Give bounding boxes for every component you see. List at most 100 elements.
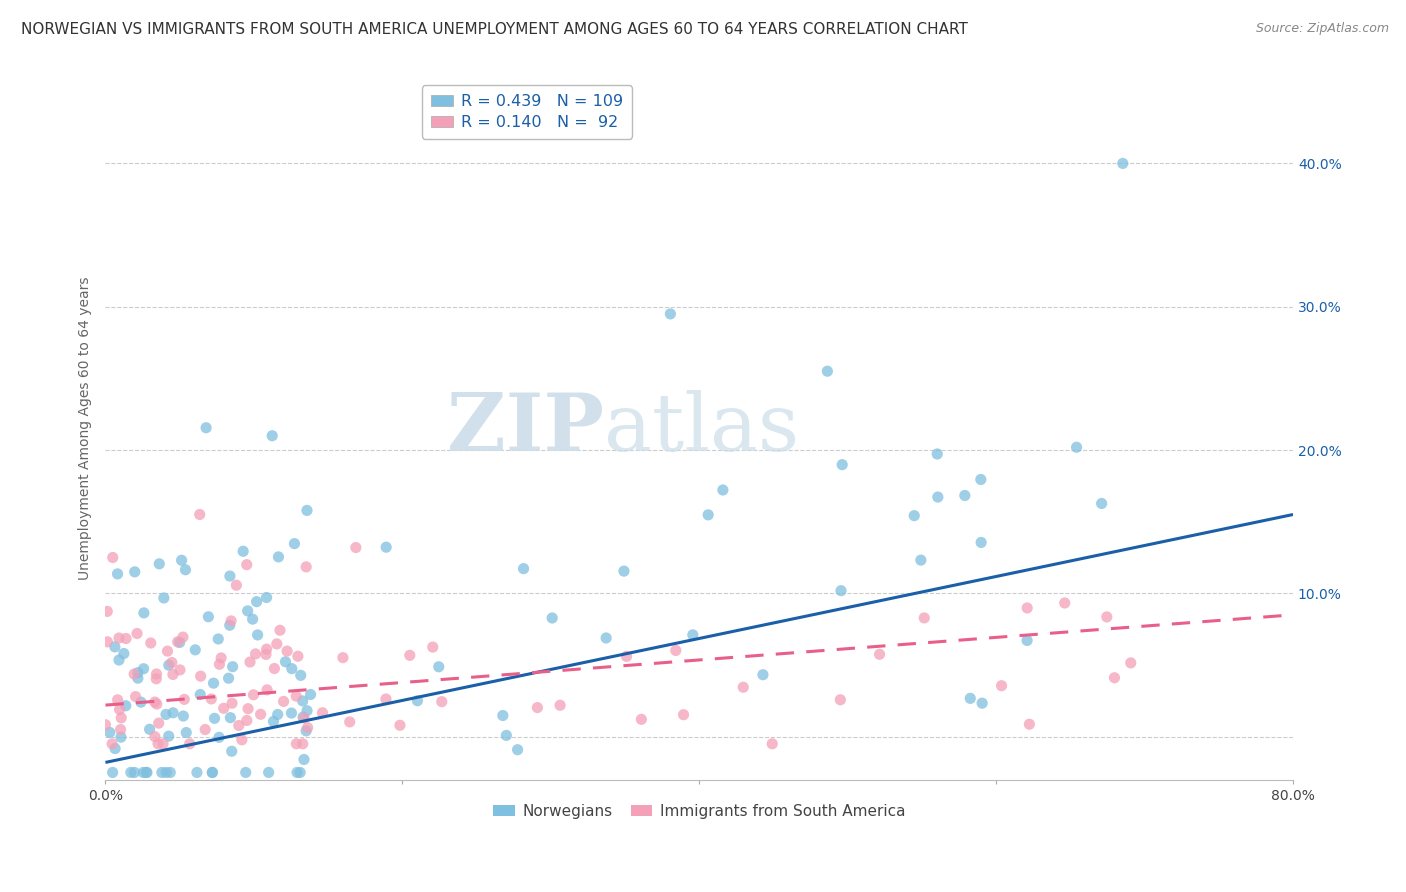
Point [254, 648, 277, 662]
Point [269, 624, 291, 638]
Point [107, 566, 129, 581]
Legend: Norwegians, Immigrants from South America: Norwegians, Immigrants from South Americ… [486, 797, 911, 824]
Point [903, 508, 925, 523]
Point [249, 707, 271, 722]
Point [910, 553, 932, 567]
Point [122, 667, 145, 681]
Point [280, 706, 302, 720]
Point [146, 697, 169, 711]
Point [107, 693, 129, 707]
Point [136, 765, 159, 780]
Point [195, 421, 218, 435]
Point [200, 692, 222, 706]
Point [246, 628, 269, 642]
Point [104, 640, 127, 654]
Point [506, 742, 529, 756]
Point [831, 458, 853, 472]
Point [145, 672, 167, 686]
Point [242, 688, 264, 702]
Point [174, 725, 197, 739]
Point [711, 483, 734, 497]
Point [236, 701, 259, 715]
Point [287, 649, 309, 664]
Point [761, 737, 783, 751]
Point [157, 658, 180, 673]
Point [218, 618, 240, 632]
Point [96, 635, 118, 649]
Point [266, 637, 288, 651]
Point [239, 655, 262, 669]
Point [166, 635, 188, 649]
Point [96, 604, 118, 618]
Point [1066, 440, 1088, 454]
Point [512, 561, 534, 575]
Point [188, 688, 211, 702]
Point [375, 692, 398, 706]
Point [257, 765, 280, 780]
Point [262, 428, 284, 442]
Point [281, 662, 304, 676]
Point [98, 725, 121, 739]
Point [815, 364, 838, 378]
Point [221, 696, 243, 710]
Point [127, 671, 149, 685]
Point [148, 557, 170, 571]
Point [157, 729, 180, 743]
Point [231, 732, 253, 747]
Point [132, 765, 155, 780]
Point [273, 694, 295, 708]
Point [232, 544, 254, 558]
Point [1119, 656, 1142, 670]
Point [256, 642, 278, 657]
Point [1104, 671, 1126, 685]
Point [125, 626, 148, 640]
Point [143, 730, 166, 744]
Point [143, 695, 166, 709]
Point [752, 667, 775, 681]
Point [830, 583, 852, 598]
Point [242, 612, 264, 626]
Point [201, 765, 224, 780]
Point [235, 765, 257, 780]
Point [256, 591, 278, 605]
Point [970, 473, 993, 487]
Point [311, 706, 333, 720]
Point [912, 611, 935, 625]
Point [285, 737, 308, 751]
Point [190, 669, 212, 683]
Point [152, 737, 174, 751]
Point [299, 688, 322, 702]
Point [124, 565, 146, 579]
Point [209, 651, 232, 665]
Point [194, 723, 217, 737]
Point [297, 721, 319, 735]
Point [548, 698, 571, 713]
Point [156, 644, 179, 658]
Point [616, 649, 638, 664]
Point [179, 737, 201, 751]
Point [219, 614, 242, 628]
Point [953, 488, 976, 502]
Point [830, 692, 852, 706]
Point [292, 710, 315, 724]
Point [120, 765, 142, 780]
Point [114, 698, 136, 713]
Point [148, 716, 170, 731]
Point [155, 765, 177, 780]
Point [155, 707, 177, 722]
Point [285, 689, 308, 703]
Point [110, 730, 132, 744]
Point [162, 667, 184, 681]
Point [1017, 601, 1039, 615]
Point [1095, 610, 1118, 624]
Point [104, 741, 127, 756]
Point [173, 692, 195, 706]
Point [697, 508, 720, 522]
Point [869, 648, 891, 662]
Text: NORWEGIAN VS IMMIGRANTS FROM SOUTH AMERICA UNEMPLOYMENT AMONG AGES 60 TO 64 YEAR: NORWEGIAN VS IMMIGRANTS FROM SOUTH AMERI… [21, 22, 967, 37]
Point [160, 656, 183, 670]
Point [150, 765, 173, 780]
Point [246, 595, 269, 609]
Point [1091, 496, 1114, 510]
Point [339, 714, 361, 729]
